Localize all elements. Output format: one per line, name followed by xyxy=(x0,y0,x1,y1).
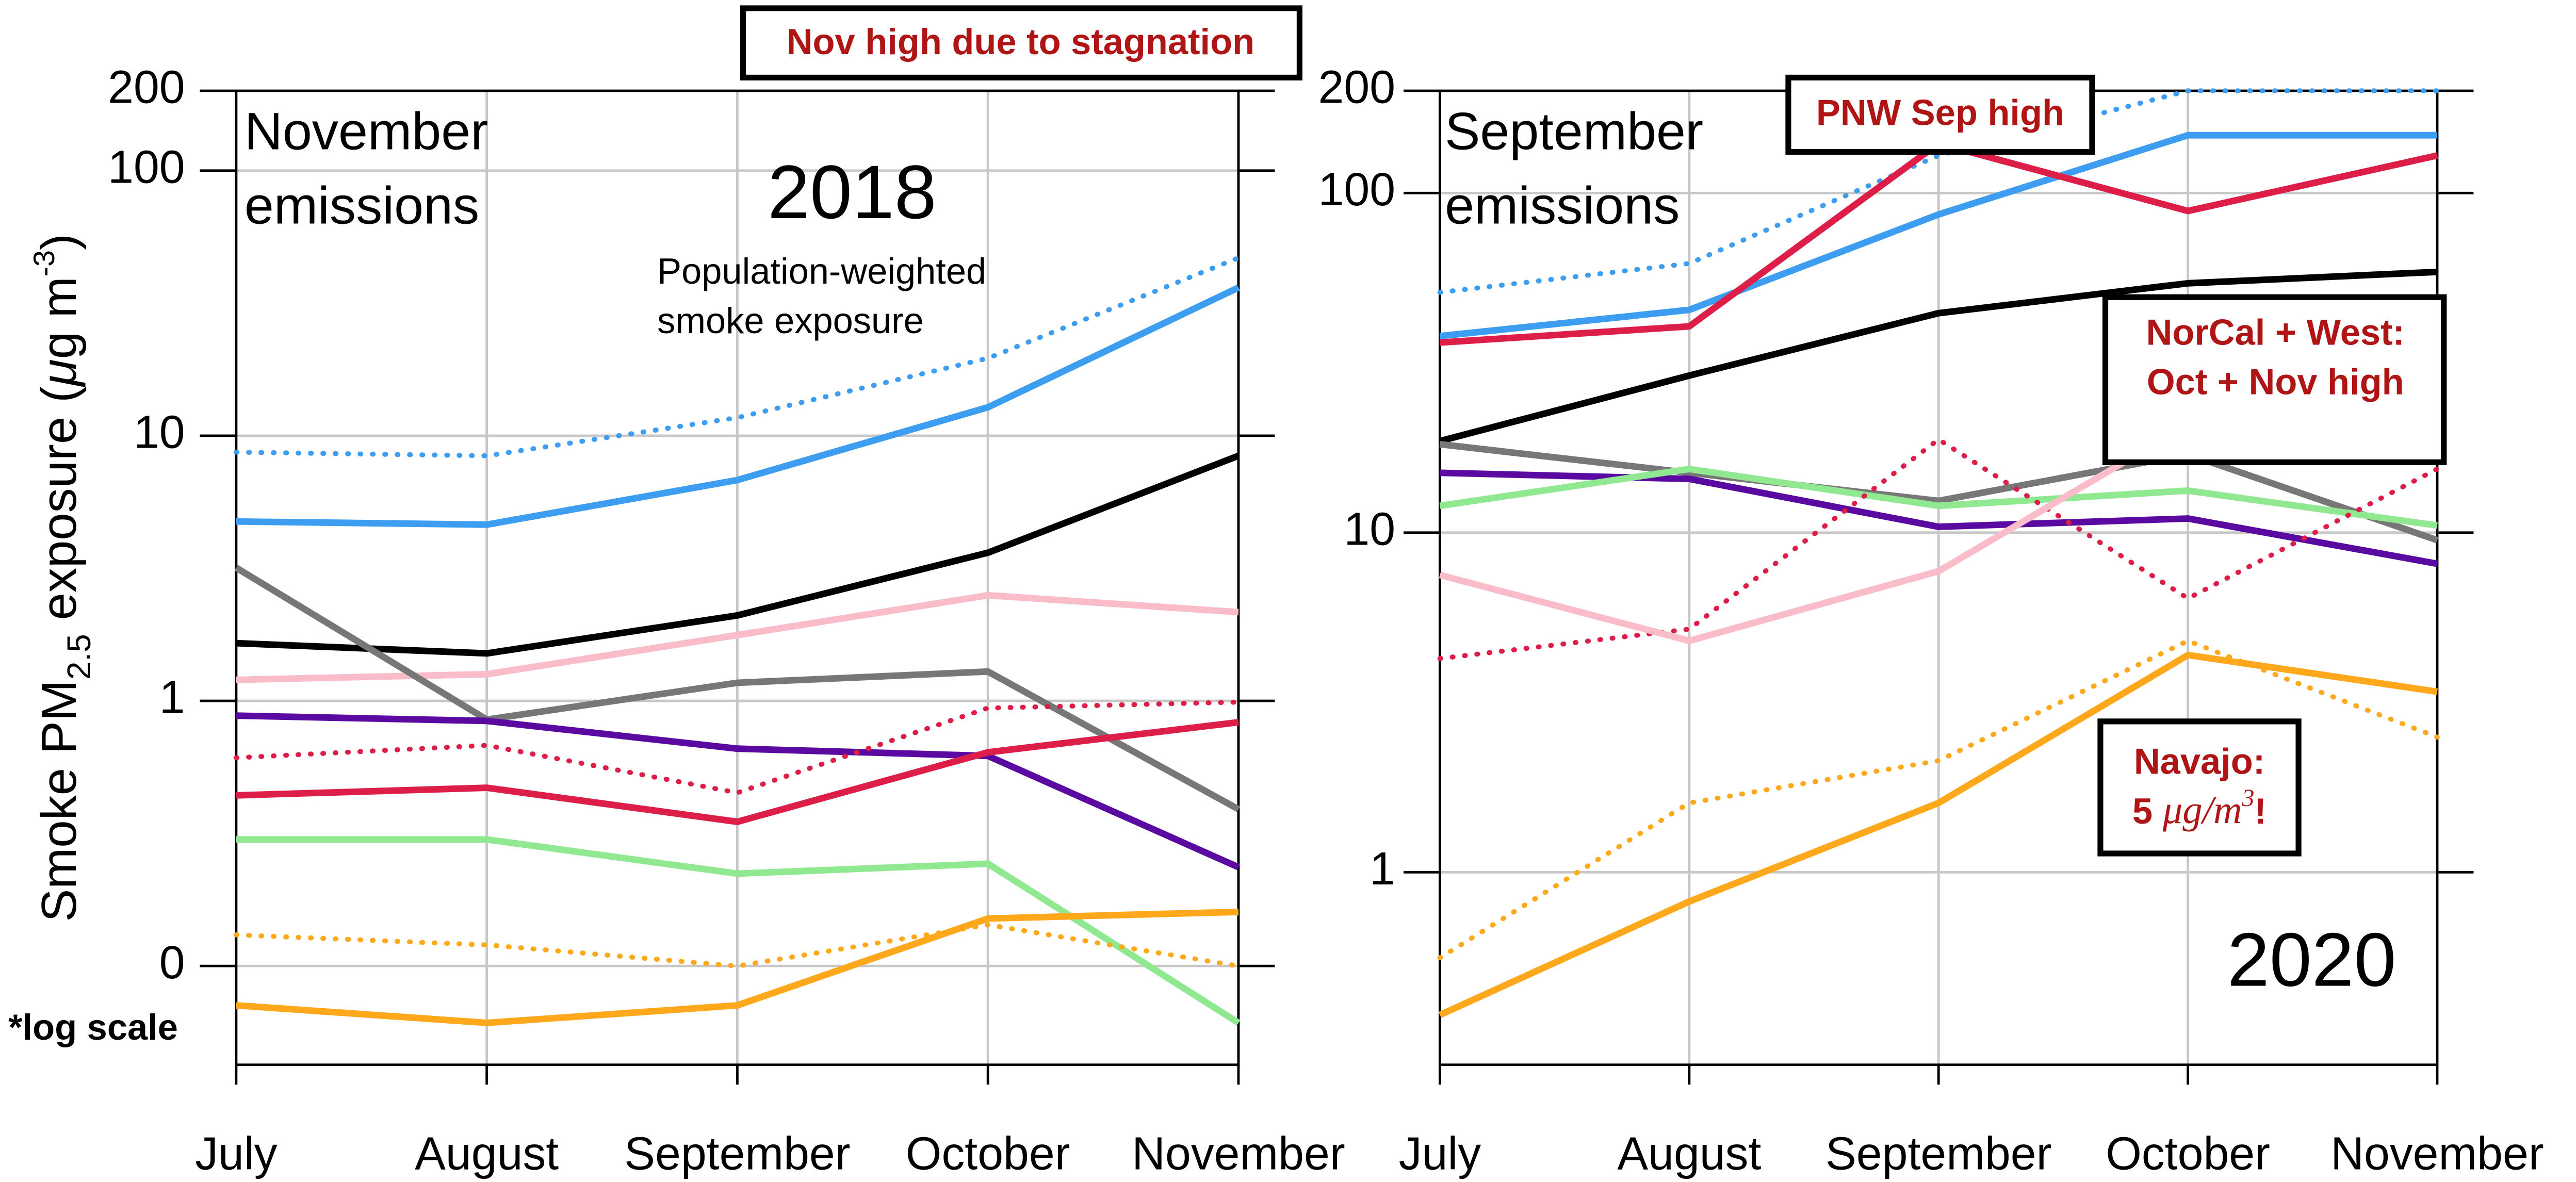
series-line xyxy=(236,719,1239,825)
series-line xyxy=(236,908,1239,1026)
series-line xyxy=(234,922,1241,969)
y-axis-label-part: μ xyxy=(31,359,87,388)
x-tick-label: October xyxy=(906,1128,1070,1179)
series-line xyxy=(236,592,1239,683)
y-tick-label: 1 xyxy=(159,671,185,723)
note-text-part: 3 xyxy=(2242,784,2255,812)
y-axis-label-part: ) xyxy=(31,234,87,250)
y-tick-label: 10 xyxy=(134,406,185,458)
y-tick-label: 100 xyxy=(108,141,185,192)
y-tick-label: 200 xyxy=(1318,61,1396,113)
note-text: NorCal + West: xyxy=(2146,311,2405,352)
series-line xyxy=(1437,638,2440,961)
note-box xyxy=(2097,718,2302,857)
note-text-part: 5 xyxy=(2132,791,2163,831)
series-line xyxy=(1439,441,2439,544)
subtitle: Population-weighted xyxy=(657,251,986,291)
x-tick-label: August xyxy=(1617,1128,1761,1179)
y-tick-label: 200 xyxy=(108,61,185,113)
x-tick-label: November xyxy=(2330,1128,2544,1179)
y-axis-label-part: 2.5 xyxy=(60,634,97,680)
x-tick-label: November xyxy=(1132,1128,1345,1179)
series-line xyxy=(1437,437,2440,661)
y-axis-label: Smoke PM2.5 exposure (μg m-3) xyxy=(28,234,97,922)
y-tick-label: 1 xyxy=(1369,843,1395,894)
x-tick-label: July xyxy=(1399,1128,1481,1179)
series-line xyxy=(1439,268,2438,445)
note-box xyxy=(1785,74,2095,155)
x-tick-label: October xyxy=(2106,1128,2270,1179)
y-axis-label-part: Smoke PM xyxy=(31,680,87,922)
panel-title: September xyxy=(1445,102,1703,161)
note-text: 5 μg/m3! xyxy=(2132,784,2267,832)
y-axis-label-part: -3 xyxy=(28,250,61,276)
series-line xyxy=(1440,469,2438,567)
note-box xyxy=(2102,294,2447,465)
note-text: Oct + Nov high xyxy=(2147,361,2404,402)
y-axis-label-part: g m xyxy=(31,276,87,359)
panel-title: emissions xyxy=(1445,176,1680,235)
x-tick-label: July xyxy=(195,1128,278,1179)
note-text: Nov high due to stagnation xyxy=(787,21,1254,62)
series-line xyxy=(236,452,1240,657)
panel-title: emissions xyxy=(244,176,479,235)
series-line xyxy=(1439,466,2438,529)
series-line xyxy=(1438,651,2438,1018)
series-line xyxy=(236,284,1240,528)
note-text: Navajo: xyxy=(2134,741,2265,782)
panel-title: November xyxy=(244,102,488,161)
y-tick-label: 10 xyxy=(1344,503,1395,554)
plot-frame xyxy=(235,89,1240,1066)
series-line xyxy=(236,712,1240,871)
y-tick-label: 0 xyxy=(159,937,185,988)
x-tick-label: September xyxy=(1825,1128,2051,1179)
panel-year: 2018 xyxy=(768,150,937,235)
x-tick-label: August xyxy=(415,1128,559,1179)
note-text: PNW Sep high xyxy=(1816,92,2064,133)
y-tick-label: 100 xyxy=(1318,163,1396,215)
y-axis-label-part: exposure ( xyxy=(31,386,87,634)
series-line xyxy=(234,565,1241,812)
subtitle: smoke exposure xyxy=(657,300,924,341)
series-line xyxy=(234,699,1241,795)
note-box xyxy=(740,5,1303,81)
panel-year: 2020 xyxy=(2227,918,2396,1003)
series-line xyxy=(1439,132,2437,340)
note-text-part: ! xyxy=(2255,791,2267,831)
note-text-part: μg/m xyxy=(2162,788,2242,832)
note-text: *log scale xyxy=(8,1007,178,1047)
series-line xyxy=(1437,88,2440,295)
x-tick-label: September xyxy=(624,1128,850,1179)
